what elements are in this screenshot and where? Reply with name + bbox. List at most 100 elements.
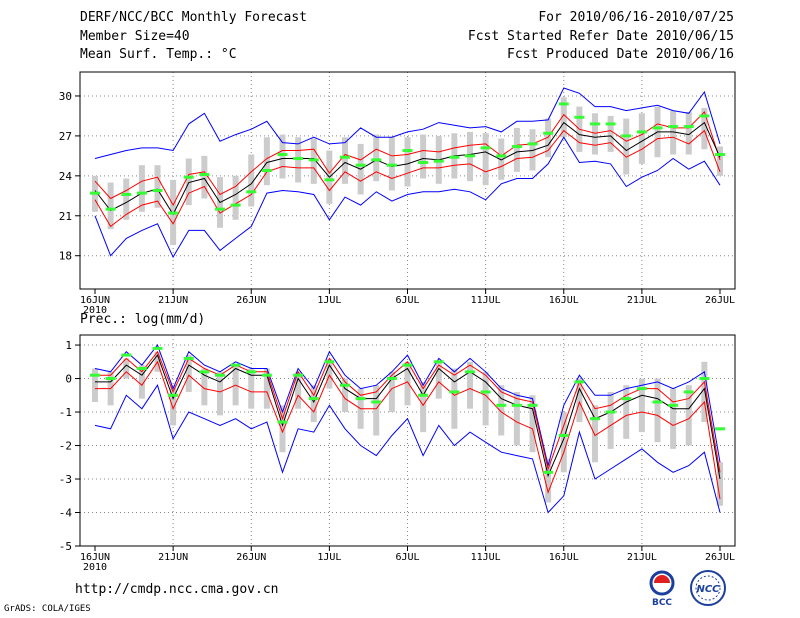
panel2-y-tick-label: -5 bbox=[59, 540, 72, 553]
panel2-x-tick-label: 16JUN bbox=[80, 552, 110, 563]
panel1-spread-box bbox=[685, 111, 692, 155]
panel2-spread-box bbox=[638, 378, 645, 433]
panel2-spread-box bbox=[388, 371, 395, 413]
panel1-spread-box bbox=[623, 118, 630, 175]
panel2-spread-box bbox=[545, 458, 552, 503]
panel2-spread-box bbox=[482, 371, 489, 426]
panel1-max-line bbox=[94, 87, 721, 159]
panel2-spread-box bbox=[138, 365, 145, 399]
panel1-spread-box bbox=[404, 137, 411, 187]
panel2-spread-box bbox=[451, 368, 458, 429]
panel1-spread-box bbox=[138, 165, 145, 212]
panel2-spread-box bbox=[420, 381, 427, 433]
panel1-x-tick-label: 21JUN bbox=[158, 295, 188, 306]
panel1-spread-box bbox=[107, 182, 114, 230]
panel2-spread-box bbox=[654, 378, 661, 443]
member-size-label: Member Size=40 bbox=[80, 29, 190, 44]
panel1-x-tick-label: 21JUL bbox=[627, 295, 657, 306]
panel1-frame bbox=[79, 71, 736, 290]
panel2-spread-box bbox=[623, 385, 630, 439]
panel2-spread-box bbox=[217, 371, 223, 416]
fcst-started-label: Fcst Started Refer Date 2010/06/15 bbox=[467, 29, 734, 44]
panel2-x-tick-label: 21JUN bbox=[158, 552, 188, 563]
panel2-spread-box bbox=[498, 385, 505, 436]
grads-credit: GrADS: COLA/IGES bbox=[4, 604, 91, 614]
panel2-spread-box bbox=[185, 355, 192, 392]
panel1-x-tick-label: 16JUN bbox=[80, 295, 110, 306]
panel2-spread-box bbox=[592, 405, 598, 463]
panel2-x-tick-sublabel: 2010 bbox=[83, 562, 107, 573]
panel1-upper-line bbox=[94, 110, 721, 207]
panel2-spread-box bbox=[92, 368, 98, 402]
panel1-y-tick-label: 21 bbox=[59, 210, 72, 223]
panel2-spread-box bbox=[373, 385, 380, 436]
panel2-spread-box bbox=[123, 358, 130, 379]
panel2-spread-box bbox=[685, 385, 692, 446]
panel1-spread-box bbox=[185, 158, 192, 206]
panel2-min-line bbox=[94, 384, 721, 514]
panel1-spread-box bbox=[232, 175, 239, 220]
panel2-spread-box bbox=[467, 361, 473, 409]
panel2-lower-line bbox=[95, 360, 721, 500]
panel1-x-tick-sublabel: 2010 bbox=[83, 305, 107, 316]
panel2-x-tick-label: 21JUL bbox=[627, 552, 657, 563]
variable-label: Mean Surf. Temp.: °C bbox=[80, 47, 237, 62]
panel2-spread-box bbox=[342, 378, 348, 413]
panel2-x-tick-label: 1JUL bbox=[317, 552, 341, 563]
panel1-spread-box bbox=[560, 97, 567, 138]
panel1-spread-box bbox=[670, 110, 677, 155]
panel1-spread-box bbox=[482, 133, 489, 186]
panel2-y-tick-label: -1 bbox=[59, 406, 72, 419]
panel1-spread-box bbox=[373, 134, 380, 182]
panel1-spread-box bbox=[342, 137, 348, 184]
panel1-spread-box bbox=[154, 165, 161, 208]
panel2-spread-box bbox=[404, 361, 411, 406]
ncc-logo: NCC bbox=[690, 570, 726, 606]
panel1-y-tick-label: 30 bbox=[59, 90, 72, 103]
panel2-spread-box bbox=[310, 385, 317, 423]
panel1-spread-box bbox=[201, 155, 208, 199]
panel2-x-tick-label: 16JUL bbox=[549, 552, 579, 563]
panel1-spread-box bbox=[248, 154, 255, 207]
panel1-spread-box bbox=[717, 146, 723, 176]
footer-url: http://cmdp.ncc.cma.gov.cn bbox=[75, 582, 279, 597]
panel1-spread-box bbox=[607, 115, 614, 152]
panel1-spread-box bbox=[123, 178, 130, 220]
panel2-spread-box bbox=[513, 391, 520, 446]
panel1-lower-line bbox=[94, 129, 721, 228]
chart-title: DERF/NCC/BCC Monthly Forecast bbox=[80, 10, 307, 25]
panel2-frame bbox=[79, 334, 736, 547]
panel1-x-tick-label: 11JUL bbox=[471, 295, 501, 306]
panel2-spread-box bbox=[279, 405, 286, 453]
panel2-x-tick-label: 6JUL bbox=[395, 552, 419, 563]
panel2-max-line bbox=[94, 343, 721, 466]
panel2-spread-box bbox=[435, 361, 442, 399]
panel2-y-tick-label: -4 bbox=[59, 507, 73, 520]
panel2-spread-box bbox=[248, 368, 255, 409]
panel2-spread-box bbox=[201, 368, 208, 406]
panel2-y-tick-label: 1 bbox=[65, 339, 72, 352]
panel1-y-tick-label: 27 bbox=[59, 130, 72, 143]
panel1-x-tick-label: 6JUL bbox=[395, 295, 419, 306]
panel1-spread-box bbox=[279, 134, 286, 179]
panel2-spread-box bbox=[529, 395, 536, 453]
panel1-y-tick-label: 24 bbox=[59, 170, 73, 183]
panel2-spread-box bbox=[701, 361, 708, 423]
panel1-mean-line bbox=[94, 121, 721, 216]
panel2-upper-line bbox=[95, 350, 721, 473]
ncc-logo-text: NCC bbox=[696, 584, 720, 595]
panel2-spread-box bbox=[607, 391, 614, 449]
panel2-mean-line bbox=[95, 354, 721, 480]
panel2-spread-box bbox=[560, 412, 567, 473]
panel2-y-tick-label: 0 bbox=[65, 373, 72, 386]
bcc-logo-text: BCC bbox=[652, 598, 672, 608]
panel1-x-tick-label: 26JUN bbox=[236, 295, 266, 306]
panel2-spread-box bbox=[576, 378, 583, 423]
panel1-spread-box bbox=[529, 129, 536, 171]
panel1-spread-box bbox=[592, 113, 598, 155]
panel2-spread-box bbox=[170, 385, 177, 426]
panel2-y-tick-label: -3 bbox=[59, 473, 72, 486]
forecast-period-label: For 2010/06/16-2010/07/25 bbox=[538, 10, 734, 25]
panel2-spread-box bbox=[295, 371, 302, 409]
